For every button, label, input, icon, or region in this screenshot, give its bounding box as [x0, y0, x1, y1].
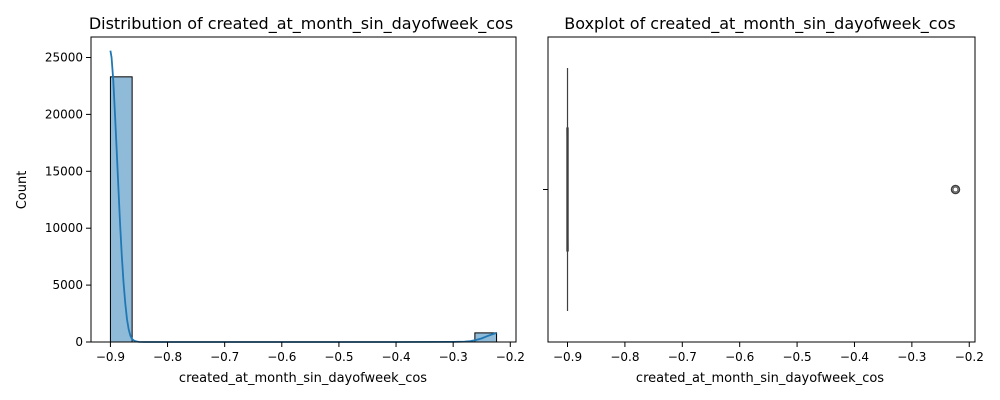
- histogram-y-ticks: 0 5000 10000 15000 20000 25000: [45, 50, 91, 349]
- histogram-y-tick-label: 15000: [45, 164, 83, 178]
- histogram-x-tick-label: −0.6: [267, 350, 296, 364]
- boxplot-panel: Boxplot of created_at_month_sin_dayofwee…: [543, 14, 984, 386]
- histogram-title: Distribution of created_at_month_sin_day…: [89, 14, 513, 34]
- boxplot-title: Boxplot of created_at_month_sin_dayofwee…: [564, 14, 955, 34]
- histogram-x-ticks: −0.9 −0.8 −0.7 −0.6 −0.5 −0.4 −0.3 −0.2: [96, 342, 525, 364]
- histogram-x-tick-label: −0.8: [153, 350, 182, 364]
- boxplot-x-tick-label: −0.4: [840, 350, 869, 364]
- histogram-x-tick-label: −0.7: [210, 350, 239, 364]
- boxplot-x-tick-label: −0.5: [783, 350, 812, 364]
- boxplot-x-ticks: −0.9 −0.8 −0.7 −0.6 −0.5 −0.4 −0.3 −0.2: [553, 342, 984, 364]
- histogram-x-tick-label: −0.2: [496, 350, 525, 364]
- histogram-y-tick-label: 20000: [45, 107, 83, 121]
- boxplot-x-tick-label: −0.9: [553, 350, 582, 364]
- histogram-panel: Distribution of created_at_month_sin_day…: [15, 14, 525, 386]
- histogram-x-tick-label: −0.5: [324, 350, 353, 364]
- boxplot-x-tick-label: −0.2: [955, 350, 984, 364]
- boxplot-outlier-inner: [952, 186, 959, 193]
- histogram-y-tick-label: 25000: [45, 50, 83, 64]
- histogram-x-tick-label: −0.3: [439, 350, 468, 364]
- histogram-plot-frame: [90, 36, 517, 343]
- boxplot-median: [566, 127, 569, 252]
- boxplot-x-axis-label: created_at_month_sin_dayofweek_cos: [636, 371, 884, 386]
- histogram-y-tick-label: 10000: [45, 221, 83, 235]
- histogram-bar: [109, 76, 133, 343]
- histogram-y-tick-label: 5000: [52, 278, 83, 292]
- histogram-x-tick-label: −0.4: [381, 350, 410, 364]
- boxplot-x-tick-label: −0.7: [668, 350, 697, 364]
- boxplot-outlier: [950, 184, 961, 195]
- boxplot-x-tick-label: −0.3: [897, 350, 926, 364]
- histogram-x-tick-label: −0.9: [96, 350, 125, 364]
- boxplot-elements: [566, 68, 961, 311]
- histogram-x-axis-label: created_at_month_sin_dayofweek_cos: [179, 371, 427, 386]
- boxplot-x-tick-label: −0.6: [725, 350, 754, 364]
- boxplot-x-tick-label: −0.8: [610, 350, 639, 364]
- histogram-y-tick-label: 0: [75, 335, 83, 349]
- histogram-y-axis-label: Count: [15, 171, 30, 210]
